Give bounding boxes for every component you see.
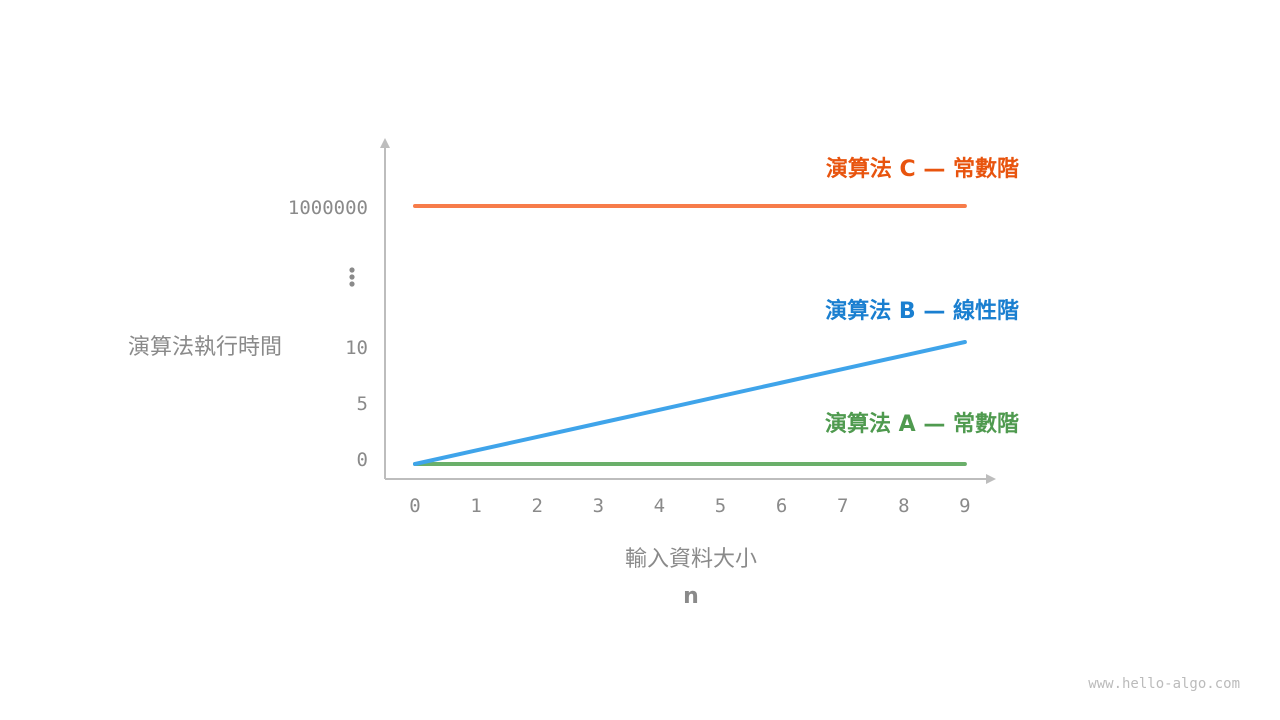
y-axis-arrow — [380, 138, 390, 148]
y-tick-label: 0 — [357, 449, 368, 471]
series-label-b: 演算法 B — 線性階 — [825, 298, 1019, 324]
series-line-b — [413, 340, 967, 466]
x-tick-label: 7 — [837, 495, 848, 517]
x-tick-label: 4 — [654, 495, 665, 517]
x-tick-label: 0 — [409, 495, 420, 517]
x-axis-arrow — [986, 474, 996, 484]
x-tick-label: 8 — [898, 495, 909, 517]
y-tick-label: 1000000 — [288, 197, 368, 219]
series-label-c: 演算法 C — 常數階 — [826, 156, 1019, 182]
y-tick-label: 5 — [357, 393, 368, 415]
watermark: www.hello-algo.com — [1088, 676, 1240, 692]
x-tick-label: 5 — [715, 495, 726, 517]
x-tick-label: 2 — [531, 495, 542, 517]
y-axis-break-dot — [349, 281, 355, 287]
x-axis-variable: n — [683, 584, 699, 609]
series-label-a: 演算法 A — 常數階 — [825, 411, 1019, 437]
x-axis-label: 輸入資料大小 — [625, 547, 757, 572]
x-tick-label: 6 — [776, 495, 787, 517]
y-tick-label: 10 — [345, 337, 368, 359]
y-axis-break-dot — [349, 274, 355, 280]
y-axis-label: 演算法執行時間 — [128, 335, 282, 360]
y-axis-break-dot — [349, 267, 355, 273]
x-tick-label: 3 — [593, 495, 604, 517]
x-tick-label: 9 — [959, 495, 970, 517]
x-tick-label: 1 — [470, 495, 481, 517]
